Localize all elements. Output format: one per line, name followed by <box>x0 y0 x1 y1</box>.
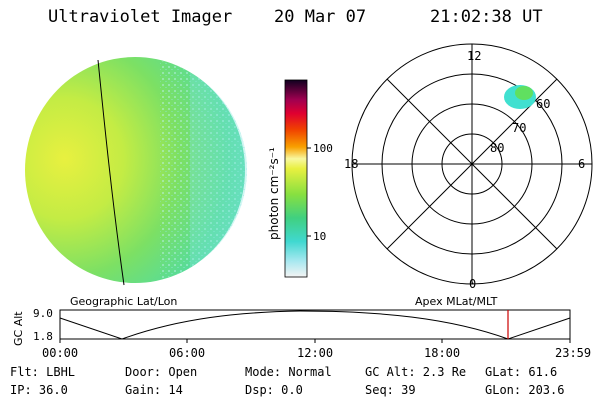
polar-grid <box>351 43 593 285</box>
colorbar-tick-10: 10 <box>313 230 326 243</box>
dsp-info: Dsp: 0.0 <box>245 383 303 397</box>
observation-date: 20 Mar 07 <box>274 7 367 27</box>
observation-time: 21:02:38 UT <box>430 7 543 27</box>
glat-info: GLat: 61.6 <box>485 365 557 379</box>
door-info: Door: Open <box>125 365 197 379</box>
gc-alt-info: GC Alt: 2.3 Re <box>365 365 466 379</box>
orbit-ymin: 1.8 <box>33 330 53 343</box>
mlt-label-6: 6 <box>578 157 585 171</box>
lat-label-80: 80 <box>490 141 504 155</box>
lat-label-60: 60 <box>536 97 550 111</box>
mlt-label-18: 18 <box>344 157 358 171</box>
auroral-blob <box>504 85 536 109</box>
time-tick-1800: 18:00 <box>424 346 460 360</box>
orbit-ymax: 9.0 <box>33 307 53 320</box>
colorbar-tick-100: 100 <box>313 142 333 155</box>
time-tick-1200: 12:00 <box>297 346 333 360</box>
mlt-label-0: 0 <box>469 277 476 291</box>
orbit-ylabel: GC Alt <box>12 311 25 346</box>
instrument-title: Ultraviolet Imager <box>48 7 233 27</box>
glon-info: GLon: 203.6 <box>485 383 564 397</box>
geographic-label: Geographic Lat/Lon <box>70 295 177 308</box>
gain-info: Gain: 14 <box>125 383 183 397</box>
filter-info: Flt: LBHL <box>10 365 75 379</box>
orbit-altitude-plot <box>59 309 571 343</box>
time-tick-0000: 00:00 <box>42 346 78 360</box>
mlt-label-12: 12 <box>467 49 481 63</box>
apex-label: Apex MLat/MLT <box>415 295 498 308</box>
mode-info: Mode: Normal <box>245 365 332 379</box>
ip-info: IP: 36.0 <box>10 383 68 397</box>
seq-info: Seq: 39 <box>365 383 416 397</box>
lat-label-70: 70 <box>512 121 526 135</box>
colorbar <box>284 79 311 278</box>
uv-image-disk <box>25 57 247 286</box>
time-tick-0600: 06:00 <box>169 346 205 360</box>
colorbar-unit-label: photon cm⁻²s⁻¹ <box>267 147 281 240</box>
time-tick-2359: 23:59 <box>555 346 591 360</box>
